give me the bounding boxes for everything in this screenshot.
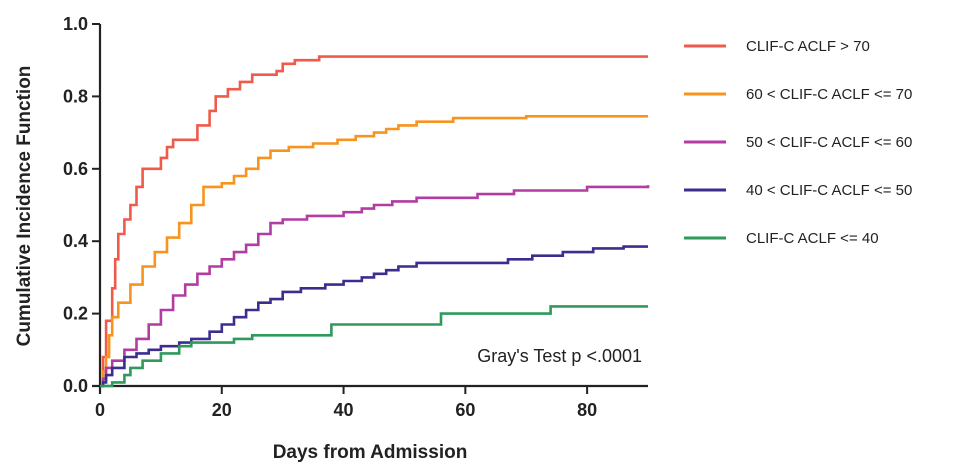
- x-tick-label: 80: [577, 400, 597, 420]
- x-tick-label: 0: [95, 400, 105, 420]
- legend-label-1: 60 < CLIF-C ACLF <= 70: [746, 86, 912, 103]
- series-line-0: [100, 55, 648, 388]
- series-line-2: [100, 185, 650, 388]
- x-tick-label: 60: [455, 400, 475, 420]
- y-tick-label: 0.0: [63, 376, 88, 396]
- y-axis-title: Cumulative Incidence Function: [14, 66, 35, 347]
- legend-label-2: 50 < CLIF-C ACLF <= 60: [746, 134, 912, 151]
- y-tick-label: 0.6: [63, 159, 88, 179]
- y-tick-label: 0.8: [63, 86, 88, 106]
- legend-label-0: CLIF-C ACLF > 70: [746, 38, 870, 55]
- series-line-1: [100, 115, 648, 388]
- x-tick-label: 20: [212, 400, 232, 420]
- y-tick-label: 1.0: [63, 14, 88, 34]
- legend-label-4: CLIF-C ACLF <= 40: [746, 230, 879, 247]
- y-tick-label: 0.2: [63, 304, 88, 324]
- series-line-4: [100, 305, 648, 388]
- series-curves: [100, 55, 650, 388]
- legend-label-3: 40 < CLIF-C ACLF <= 50: [746, 182, 912, 199]
- legend: CLIF-C ACLF > 70 60 < CLIF-C ACLF <= 70 50…: [684, 38, 912, 247]
- axes: 0.0 0.2 0.4 0.6 0.8 1.0 0 20 40 60 80: [63, 14, 648, 420]
- grays-test-annotation: Gray's Test p <.0001: [477, 346, 642, 366]
- x-axis-title: Days from Admission: [273, 442, 468, 463]
- y-tick-label: 0.4: [63, 231, 88, 251]
- series-line-3: [100, 245, 648, 388]
- x-tick-label: 40: [334, 400, 354, 420]
